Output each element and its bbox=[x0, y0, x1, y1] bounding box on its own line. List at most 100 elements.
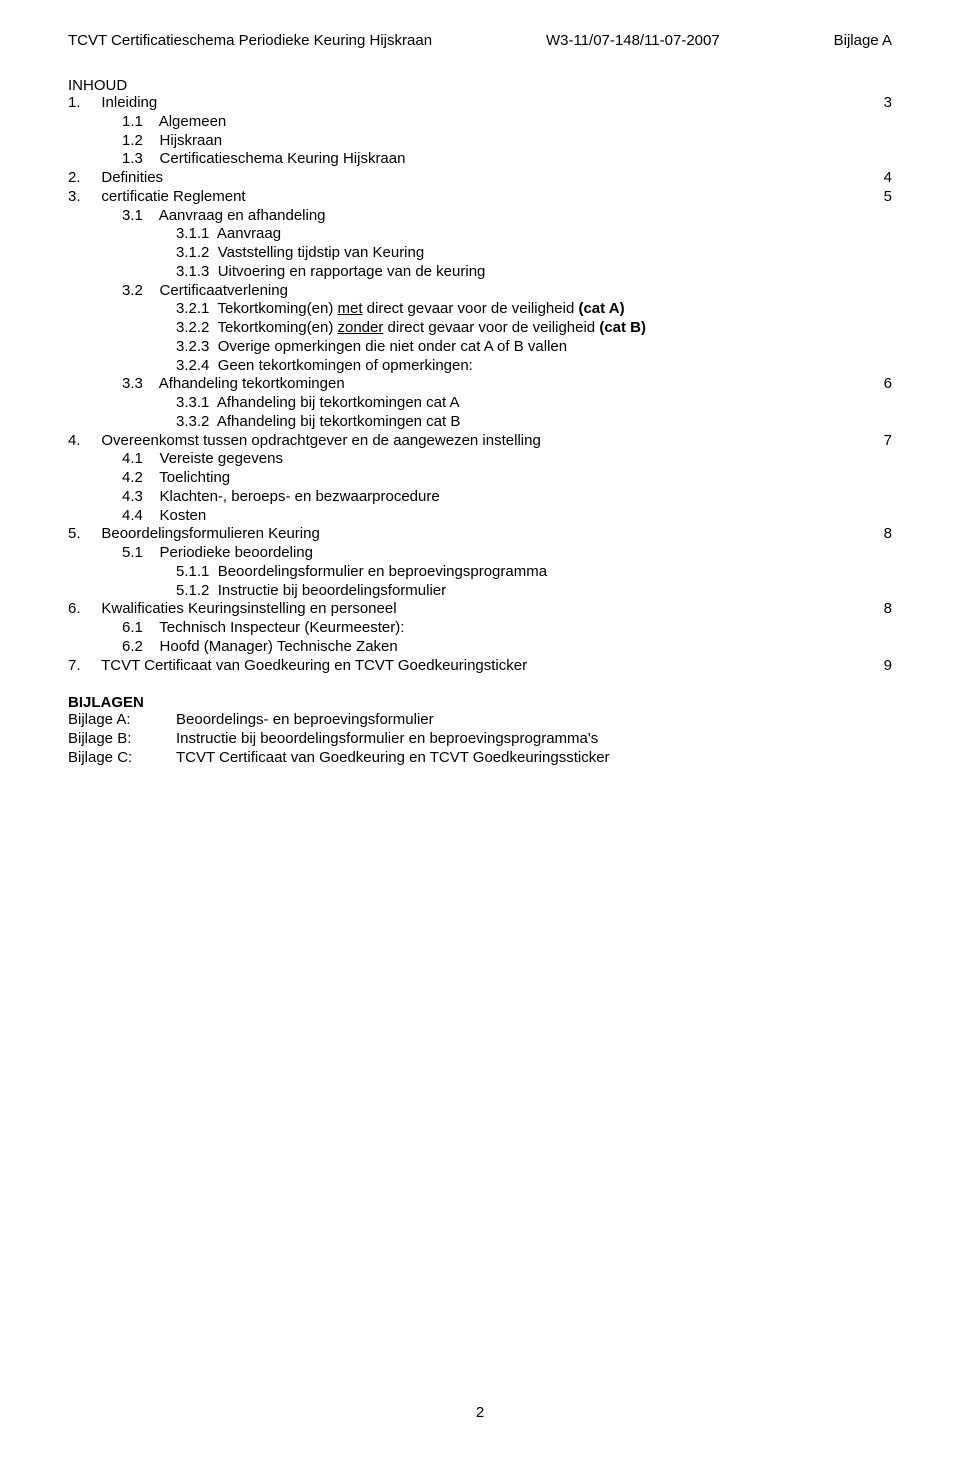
toc-row: 4. Overeenkomst tussen opdrachtgever en … bbox=[68, 432, 892, 451]
toc-text: Instructie bij beoordelingsformulier bbox=[218, 582, 446, 599]
toc-row: 1. Inleiding3 bbox=[68, 94, 892, 113]
toc-text-bold: (cat B) bbox=[599, 319, 646, 336]
toc-entry: 4.4 Kosten bbox=[68, 507, 862, 526]
toc-number: 3.3 bbox=[122, 375, 159, 392]
toc-text-post: direct gevaar voor de veiligheid bbox=[383, 319, 599, 336]
toc-text-underline: met bbox=[337, 300, 362, 317]
toc-row: 6.2 Hoofd (Manager) Technische Zaken bbox=[68, 638, 892, 657]
toc-number: 5. bbox=[68, 525, 101, 542]
bijlagen-title: BIJLAGEN bbox=[68, 694, 892, 711]
toc-entry: 1.3 Certificatieschema Keuring Hijskraan bbox=[68, 150, 862, 169]
toc-text: Beoordelingsformulieren Keuring bbox=[101, 525, 319, 542]
toc-row: 3. certificatie Reglement5 bbox=[68, 188, 892, 207]
toc-number: 6.2 bbox=[122, 638, 160, 655]
toc-row: 3.1.3 Uitvoering en rapportage van de ke… bbox=[68, 263, 892, 282]
toc-row: 3.3 Afhandeling tekortkomingen6 bbox=[68, 375, 892, 394]
toc-row: 7. TCVT Certificaat van Goedkeuring en T… bbox=[68, 657, 892, 676]
toc-row: 4.3 Klachten-, beroeps- en bezwaarproced… bbox=[68, 488, 892, 507]
toc-entry: 4.2 Toelichting bbox=[68, 469, 862, 488]
toc-text: Definities bbox=[101, 169, 163, 186]
toc-entry: 3.3 Afhandeling tekortkomingen bbox=[68, 375, 862, 394]
toc-entry: 4.3 Klachten-, beroeps- en bezwaarproced… bbox=[68, 488, 862, 507]
toc-number: 7. bbox=[68, 657, 101, 674]
bijlage-row: Bijlage C:TCVT Certificaat van Goedkeuri… bbox=[68, 749, 892, 768]
toc-number: 3.2.3 bbox=[176, 338, 218, 355]
toc-text: Hijskraan bbox=[160, 132, 223, 149]
toc-text: Kwalificaties Keuringsinstelling en pers… bbox=[101, 600, 396, 617]
toc-text-bold: (cat A) bbox=[578, 300, 624, 317]
toc-number: 3.2.4 bbox=[176, 357, 218, 374]
toc-entry: 4. Overeenkomst tussen opdrachtgever en … bbox=[68, 432, 862, 451]
toc-text: Hoofd (Manager) Technische Zaken bbox=[160, 638, 398, 655]
toc-text: certificatie Reglement bbox=[101, 188, 245, 205]
toc-number: 3.2.1 bbox=[176, 300, 217, 317]
toc-row: 4.1 Vereiste gegevens bbox=[68, 450, 892, 469]
header-center: W3-11/07-148/11-07-2007 bbox=[546, 32, 720, 49]
toc-page-number: 9 bbox=[862, 657, 892, 676]
toc-row: 3.2.3 Overige opmerkingen die niet onder… bbox=[68, 338, 892, 357]
toc-entry: 6.1 Technisch Inspecteur (Keurmeester): bbox=[68, 619, 862, 638]
bijlage-description: Beoordelings- en beproevingsformulier bbox=[176, 711, 434, 730]
toc-text: Vaststelling tijdstip van Keuring bbox=[218, 244, 425, 261]
toc-text: Algemeen bbox=[159, 113, 227, 130]
inhoud-title: INHOUD bbox=[68, 77, 892, 94]
bijlage-description: Instructie bij beoordelingsformulier en … bbox=[176, 730, 598, 749]
toc-row: 6. Kwalificaties Keuringsinstelling en p… bbox=[68, 600, 892, 619]
bijlage-label: Bijlage C: bbox=[68, 749, 176, 768]
toc-text: Aanvraag bbox=[217, 225, 281, 242]
toc-entry: 3.3.1 Afhandeling bij tekortkomingen cat… bbox=[68, 394, 862, 413]
toc-row: 2. Definities4 bbox=[68, 169, 892, 188]
toc-entry: 3.2.1 Tekortkoming(en) met direct gevaar… bbox=[68, 300, 862, 319]
toc-text: Certificatieschema Keuring Hijskraan bbox=[160, 150, 406, 167]
page-number: 2 bbox=[0, 1404, 960, 1421]
toc-number: 1.1 bbox=[122, 113, 159, 130]
toc-entry: 5.1.2 Instructie bij beoordelingsformuli… bbox=[68, 582, 862, 601]
toc-entry: 6. Kwalificaties Keuringsinstelling en p… bbox=[68, 600, 862, 619]
toc-number: 1.3 bbox=[122, 150, 160, 167]
toc-number: 4.1 bbox=[122, 450, 160, 467]
toc-number: 1. bbox=[68, 94, 101, 111]
header-right: Bijlage A bbox=[834, 32, 892, 49]
toc-entry: 5. Beoordelingsformulieren Keuring bbox=[68, 525, 862, 544]
page-content: INHOUD 1. Inleiding31.1 Algemeen1.2 Hijs… bbox=[0, 49, 960, 768]
toc-row: 3.2.1 Tekortkoming(en) met direct gevaar… bbox=[68, 300, 892, 319]
toc-entry: 5.1.1 Beoordelingsformulier en beproevin… bbox=[68, 563, 862, 582]
toc-entry: 3.1.3 Uitvoering en rapportage van de ke… bbox=[68, 263, 862, 282]
bijlage-label: Bijlage B: bbox=[68, 730, 176, 749]
toc-page-number: 6 bbox=[862, 375, 892, 394]
toc-number: 1.2 bbox=[122, 132, 160, 149]
toc-row: 4.2 Toelichting bbox=[68, 469, 892, 488]
toc-number: 6.1 bbox=[122, 619, 159, 636]
bijlage-row: Bijlage B:Instructie bij beoordelingsfor… bbox=[68, 730, 892, 749]
toc-text: Beoordelingsformulier en beproevingsprog… bbox=[218, 563, 547, 580]
toc-text: Afhandeling bij tekortkomingen cat A bbox=[217, 394, 460, 411]
toc-number: 5.1.1 bbox=[176, 563, 218, 580]
bijlage-description: TCVT Certificaat van Goedkeuring en TCVT… bbox=[176, 749, 610, 768]
toc-row: 1.3 Certificatieschema Keuring Hijskraan bbox=[68, 150, 892, 169]
toc-entry: 3. certificatie Reglement bbox=[68, 188, 862, 207]
toc-entry: 4.1 Vereiste gegevens bbox=[68, 450, 862, 469]
toc-page-number: 4 bbox=[862, 169, 892, 188]
toc-number: 4. bbox=[68, 432, 101, 449]
bijlage-label: Bijlage A: bbox=[68, 711, 176, 730]
toc-number: 5.1 bbox=[122, 544, 160, 561]
toc-row: 3.3.1 Afhandeling bij tekortkomingen cat… bbox=[68, 394, 892, 413]
page-header: TCVT Certificatieschema Periodieke Keuri… bbox=[0, 0, 960, 49]
toc-page-number: 8 bbox=[862, 525, 892, 544]
toc-entry: 1.1 Algemeen bbox=[68, 113, 862, 132]
toc-entry: 5.1 Periodieke beoordeling bbox=[68, 544, 862, 563]
toc-text: Afhandeling bij tekortkomingen cat B bbox=[217, 413, 460, 430]
toc-text: Aanvraag en afhandeling bbox=[159, 207, 326, 224]
toc-row: 5.1 Periodieke beoordeling bbox=[68, 544, 892, 563]
toc-number: 5.1.2 bbox=[176, 582, 218, 599]
toc-entry: 2. Definities bbox=[68, 169, 862, 188]
bijlagen-list: Bijlage A:Beoordelings- en beproevingsfo… bbox=[68, 711, 892, 767]
toc-text: Toelichting bbox=[159, 469, 230, 486]
toc-text: Certificaatverlening bbox=[160, 282, 288, 299]
toc-text: Klachten-, beroeps- en bezwaarprocedure bbox=[160, 488, 440, 505]
toc-text: Inleiding bbox=[101, 94, 157, 111]
toc-entry: 1.2 Hijskraan bbox=[68, 132, 862, 151]
toc-number: 3.1 bbox=[122, 207, 159, 224]
toc-entry: 3.2.3 Overige opmerkingen die niet onder… bbox=[68, 338, 862, 357]
toc-text: Afhandeling tekortkomingen bbox=[159, 375, 345, 392]
